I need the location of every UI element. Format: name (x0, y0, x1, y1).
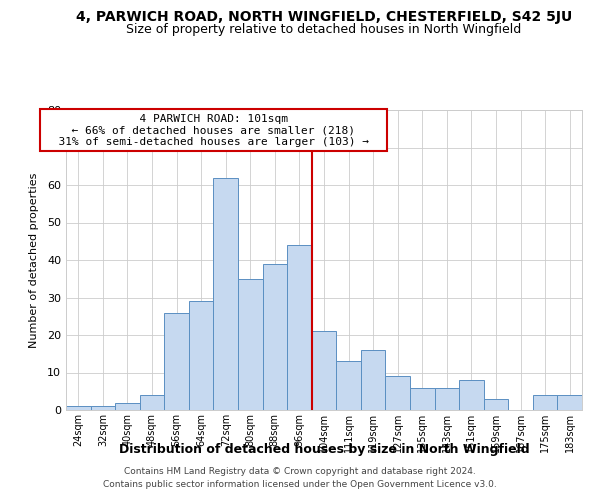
Bar (361, 350, 385, 410)
Bar (484, 399, 508, 410)
Bar (459, 380, 484, 410)
Bar (115, 402, 140, 410)
Bar (312, 331, 336, 410)
Bar (434, 388, 459, 410)
Bar (238, 279, 263, 410)
Text: Contains HM Land Registry data © Crown copyright and database right 2024.: Contains HM Land Registry data © Crown c… (124, 467, 476, 476)
Bar (385, 376, 410, 410)
Bar (66, 406, 91, 410)
Bar (287, 245, 312, 410)
Text: Distribution of detached houses by size in North Wingfield: Distribution of detached houses by size … (119, 442, 529, 456)
Bar (91, 406, 115, 410)
Text: Size of property relative to detached houses in North Wingfield: Size of property relative to detached ho… (127, 22, 521, 36)
Bar (533, 395, 557, 410)
Bar (410, 388, 434, 410)
Y-axis label: Number of detached properties: Number of detached properties (29, 172, 38, 348)
Bar (263, 264, 287, 410)
Bar (189, 301, 214, 410)
Text: Contains public sector information licensed under the Open Government Licence v3: Contains public sector information licen… (103, 480, 497, 489)
Bar (557, 395, 582, 410)
Text: 4 PARWICH ROAD: 101sqm  
  ← 66% of detached houses are smaller (218)  
  31% of: 4 PARWICH ROAD: 101sqm ← 66% of detached… (44, 114, 382, 147)
Bar (214, 178, 238, 410)
Text: 4, PARWICH ROAD, NORTH WINGFIELD, CHESTERFIELD, S42 5JU: 4, PARWICH ROAD, NORTH WINGFIELD, CHESTE… (76, 10, 572, 24)
Bar (164, 312, 189, 410)
Bar (140, 395, 164, 410)
Bar (336, 361, 361, 410)
